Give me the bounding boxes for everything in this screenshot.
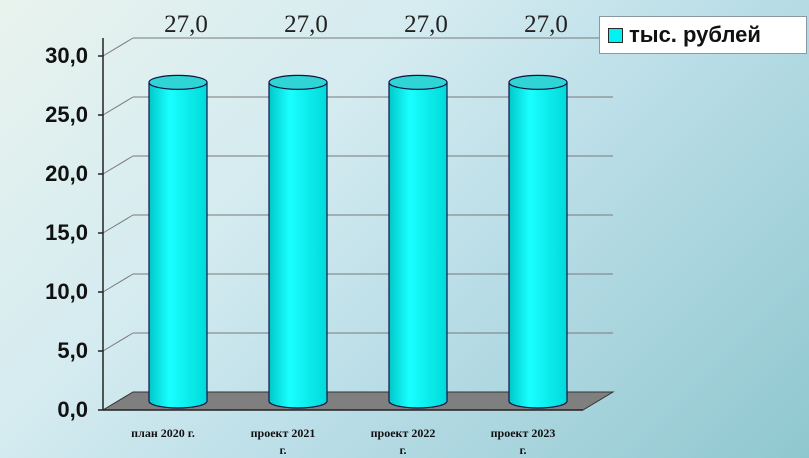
bar-body [388,81,448,409]
x-axis: план 2020 г. проект 2021 г. проект 2022 г. пр… [131,426,555,457]
legend-swatch [608,27,623,43]
y-tick-label: 30,0 [45,43,88,68]
bar-top [268,74,328,91]
x-tick-label: проект 2023 г. [491,426,556,457]
bar-body [148,81,208,409]
data-labels: 27,0 27,0 27,0 27,0 [164,11,568,38]
bar [268,74,328,409]
bar [388,74,448,409]
bar-body [508,81,568,409]
bars [148,74,568,409]
gridline-side [102,155,134,175]
y-tick-label: 25,0 [45,102,88,127]
bar [508,74,568,409]
bar-top [508,74,568,91]
data-label: 27,0 [164,11,208,38]
data-label: 27,0 [284,11,328,38]
y-axis: 0,0 5,0 10,0 15,0 20,0 25,0 30,0 [45,43,103,422]
gridline-side [102,37,134,57]
x-tick-label: план 2020 г. [131,426,195,440]
gridline-side [102,96,134,116]
gridline-side [102,214,134,234]
y-tick-label: 0,0 [57,397,88,422]
y-tick-label: 10,0 [45,279,88,304]
bar [148,74,208,409]
bar-top [388,74,448,91]
y-tick-label: 20,0 [45,161,88,186]
x-tick-label: проект 2022 г. [371,426,436,457]
data-label: 27,0 [524,11,568,38]
bar-top [148,74,208,91]
gridline-side [102,332,134,352]
x-tick-label: проект 2021 г. [251,426,316,457]
data-label: 27,0 [404,11,448,38]
y-tick-label: 15,0 [45,220,88,245]
legend-label: тыс. рублей [629,22,761,47]
y-tick-label: 5,0 [57,338,88,363]
legend: тыс. рублей [599,16,807,54]
bar-body [268,81,328,409]
gridline-side [102,273,134,293]
